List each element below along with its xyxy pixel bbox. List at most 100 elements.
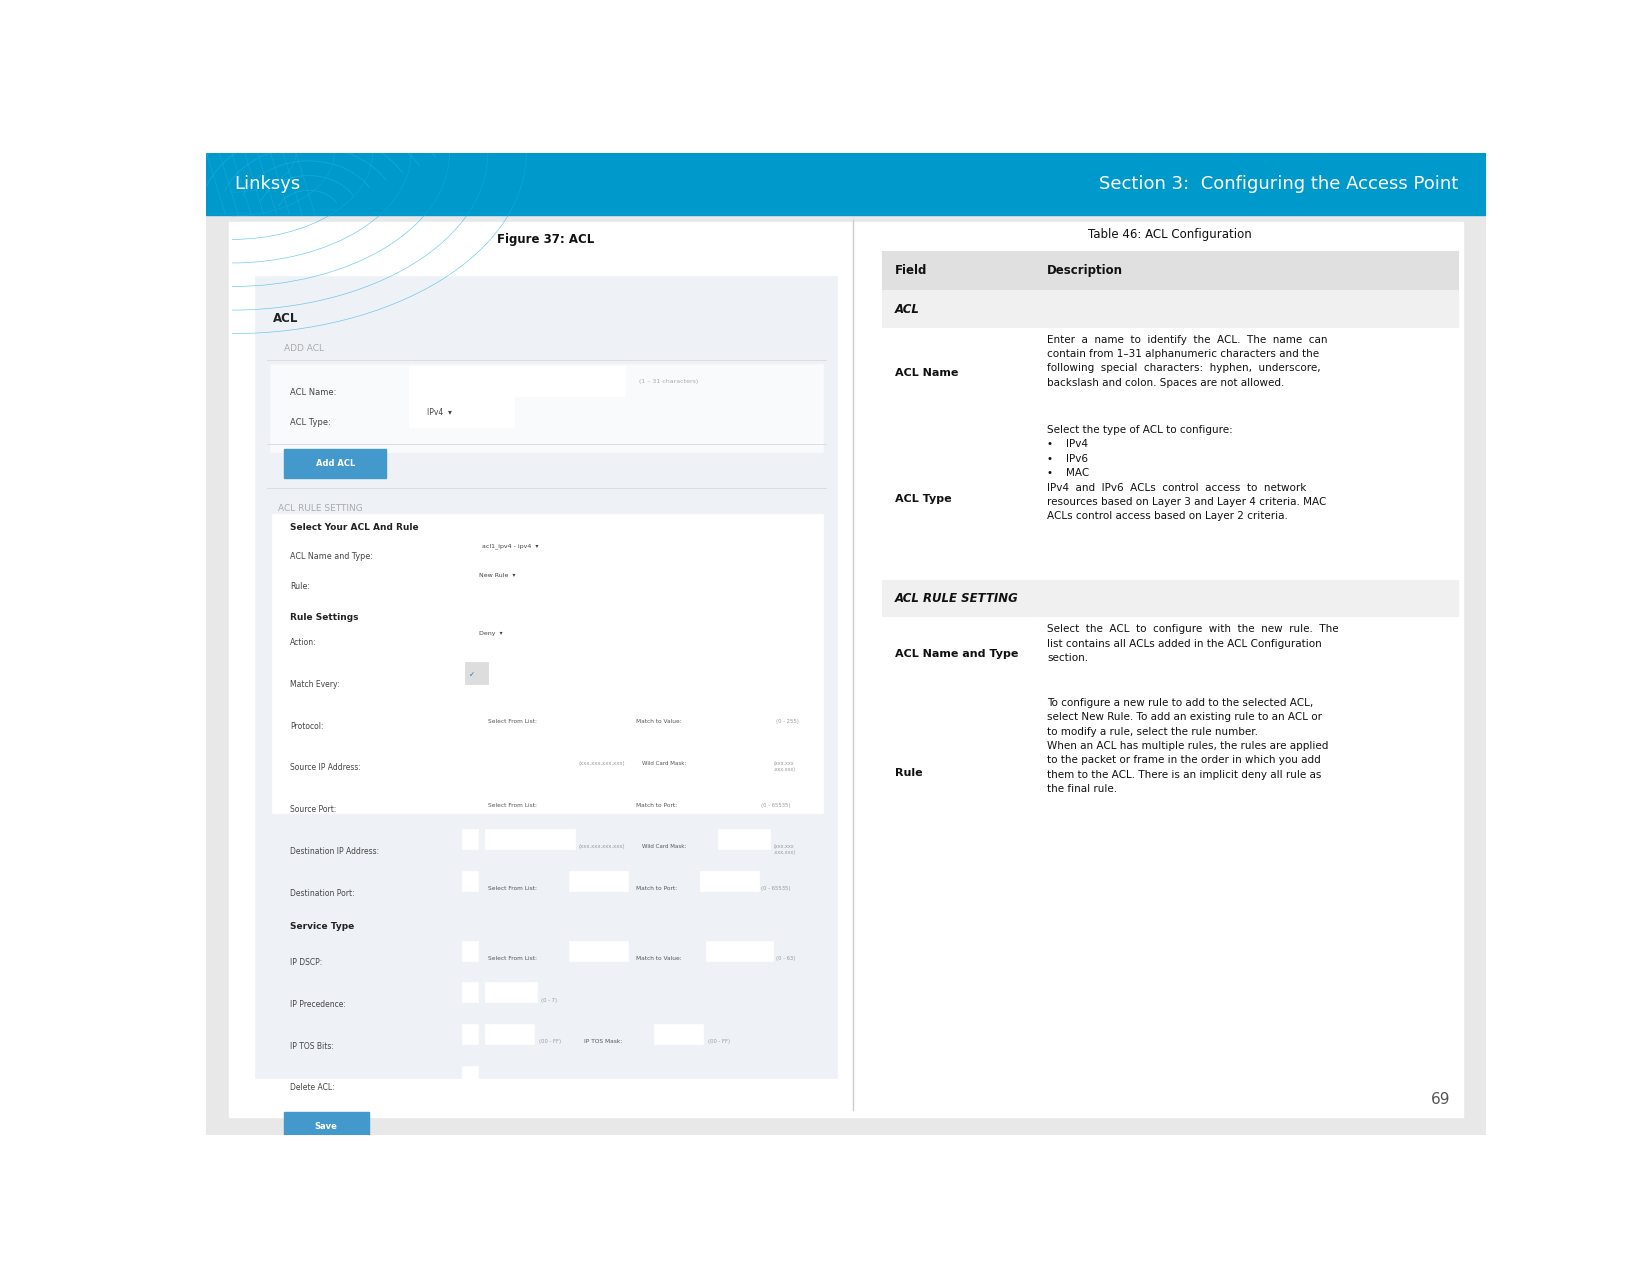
Bar — [707, 941, 773, 960]
Bar — [882, 251, 1035, 291]
Bar — [882, 617, 1035, 691]
Text: acl1_ipv4 - ipv4  ▾: acl1_ipv4 - ipv4 ▾ — [482, 543, 538, 548]
Bar — [485, 746, 575, 766]
Text: IP DSCP:: IP DSCP: — [291, 959, 322, 968]
Text: IP Precedence:: IP Precedence: — [291, 1000, 345, 1009]
Text: Save: Save — [315, 1122, 337, 1131]
Text: Destination Port:: Destination Port: — [291, 889, 355, 898]
Bar — [485, 1024, 535, 1044]
Bar — [1035, 691, 1458, 856]
Text: ACL Name: ACL Name — [895, 368, 958, 377]
Text: Enter  a  name  to  identify  the  ACL.  The  name  can
contain from 1–31 alphan: Enter a name to identify the ACL. The na… — [1047, 334, 1327, 388]
Bar — [882, 691, 1035, 856]
Bar — [284, 1112, 368, 1141]
Text: Action:: Action: — [291, 639, 317, 648]
Text: (1 – 31 characters): (1 – 31 characters) — [639, 379, 698, 384]
Bar — [707, 704, 773, 724]
Text: ACL RULE SETTING: ACL RULE SETTING — [279, 505, 363, 514]
Text: (xxx.xxx.xxx.xxx): (xxx.xxx.xxx.xxx) — [578, 844, 624, 849]
Text: IPv4  ▾: IPv4 ▾ — [426, 408, 452, 417]
Text: IP TOS Mask:: IP TOS Mask: — [584, 1039, 622, 1044]
Bar — [485, 829, 575, 849]
Text: (00 - FF): (00 - FF) — [708, 1039, 730, 1044]
Text: ADD ACL: ADD ACL — [284, 344, 324, 353]
Text: Deny  ▾: Deny ▾ — [479, 631, 504, 636]
Bar — [462, 829, 479, 849]
Bar — [409, 366, 624, 397]
Text: Select From List:: Select From List: — [489, 719, 537, 724]
Text: Select From List:: Select From List: — [489, 956, 537, 961]
Text: (0 - 65535): (0 - 65535) — [761, 886, 791, 891]
Text: IP TOS Bits:: IP TOS Bits: — [291, 1042, 334, 1051]
Text: Match to Port:: Match to Port: — [636, 803, 677, 807]
Text: (0 - 65535): (0 - 65535) — [761, 803, 791, 807]
Text: Source IP Address:: Source IP Address: — [291, 764, 362, 773]
Text: Wild Card Mask:: Wild Card Mask: — [642, 761, 687, 766]
Text: (xxx.xxx.xxx.xxx): (xxx.xxx.xxx.xxx) — [578, 761, 624, 766]
Text: Rule:: Rule: — [291, 583, 310, 592]
Bar — [464, 533, 593, 560]
Bar — [462, 704, 479, 724]
Text: (0 - 255): (0 - 255) — [776, 719, 799, 724]
Bar — [462, 871, 479, 891]
Bar — [464, 621, 546, 645]
Text: Service Type: Service Type — [291, 922, 355, 931]
Text: Protocol:: Protocol: — [291, 722, 324, 731]
Text: Match to Value:: Match to Value: — [636, 719, 682, 724]
Bar — [1035, 328, 1458, 418]
Bar — [206, 153, 1486, 215]
Text: Match to Value:: Match to Value: — [636, 956, 682, 961]
Text: Select  the  ACL  to  configure  with  the  new  rule.  The
list contains all AC: Select the ACL to configure with the new… — [1047, 625, 1339, 663]
Bar — [462, 941, 479, 960]
Text: Select Your ACL And Rule: Select Your ACL And Rule — [291, 523, 419, 532]
Text: Wild Card Mask:: Wild Card Mask: — [642, 844, 687, 849]
Text: Linksys: Linksys — [234, 175, 300, 193]
Text: Select From List:: Select From List: — [489, 886, 537, 891]
Text: Match Every:: Match Every: — [291, 680, 340, 688]
Bar — [1035, 251, 1458, 291]
Text: Table 46: ACL Configuration: Table 46: ACL Configuration — [1088, 228, 1251, 241]
Bar — [272, 514, 822, 813]
Text: Figure 37: ACL: Figure 37: ACL — [497, 233, 594, 246]
Bar — [700, 871, 758, 891]
Bar — [570, 941, 627, 960]
Text: ACL Type: ACL Type — [895, 495, 951, 504]
Bar — [882, 580, 1458, 617]
Bar — [570, 704, 627, 724]
Text: (xxx.xxx
.xxx.xxx): (xxx.xxx .xxx.xxx) — [773, 844, 796, 856]
Text: (xxx.xxx
.xxx.xxx): (xxx.xxx .xxx.xxx) — [773, 761, 796, 771]
Bar — [462, 788, 479, 807]
Text: New Rule  ▾: New Rule ▾ — [479, 574, 515, 578]
Text: ACL: ACL — [272, 312, 297, 325]
Bar — [254, 275, 837, 1077]
Bar — [462, 746, 479, 766]
Bar — [570, 871, 627, 891]
Text: (00 - FF): (00 - FF) — [538, 1039, 561, 1044]
Bar — [462, 982, 479, 1002]
Text: Rule: Rule — [895, 769, 923, 779]
Bar — [462, 1024, 479, 1044]
Bar — [284, 449, 386, 478]
Text: ACL RULE SETTING: ACL RULE SETTING — [895, 592, 1019, 606]
Text: ACL Type:: ACL Type: — [291, 418, 330, 427]
Text: (0 - 7): (0 - 7) — [542, 997, 558, 1002]
Text: ACL Name and Type:: ACL Name and Type: — [291, 552, 373, 561]
Bar — [570, 788, 627, 807]
Bar — [654, 1024, 703, 1044]
Bar — [462, 1066, 479, 1086]
Text: ACL: ACL — [895, 302, 920, 316]
Bar — [882, 291, 1458, 328]
Bar — [269, 363, 822, 453]
Bar — [718, 746, 771, 766]
Text: Destination IP Address:: Destination IP Address: — [291, 847, 380, 856]
Text: To configure a new rule to add to the selected ACL,
select New Rule. To add an e: To configure a new rule to add to the se… — [1047, 697, 1329, 794]
Bar — [882, 418, 1035, 580]
Bar — [464, 662, 489, 683]
Text: ACL Name:: ACL Name: — [291, 388, 337, 397]
Text: Field: Field — [895, 264, 928, 277]
Bar — [700, 788, 758, 807]
Text: Rule Settings: Rule Settings — [291, 612, 358, 622]
Text: Source Port:: Source Port: — [291, 805, 337, 815]
Text: Section 3:  Configuring the Access Point: Section 3: Configuring the Access Point — [1098, 175, 1458, 193]
Text: Match to Port:: Match to Port: — [636, 886, 677, 891]
